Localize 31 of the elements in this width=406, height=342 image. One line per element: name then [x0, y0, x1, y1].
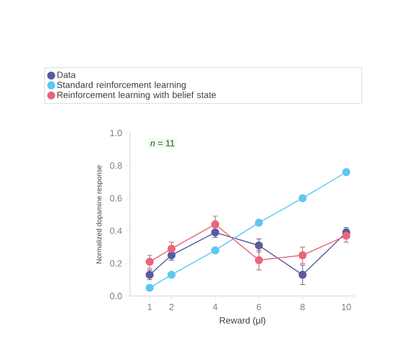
- x-tick-label: 2: [169, 304, 174, 310]
- legend-label: Standard reinforcement learning: [57, 81, 186, 90]
- point: [298, 270, 307, 279]
- point: [254, 218, 263, 227]
- x-tick-label: 1: [148, 304, 152, 310]
- x-axis-title: Reward (μl): [220, 317, 266, 326]
- y-tick-label: 0.8: [110, 162, 122, 169]
- point: [254, 241, 263, 250]
- point: [211, 220, 220, 228]
- y-tick-label: 0.6: [110, 195, 122, 202]
- x-tick-label: 6: [256, 304, 261, 310]
- x-tick-label: 8: [300, 304, 305, 310]
- point: [146, 284, 154, 292]
- point: [146, 258, 154, 266]
- y-tick-label: 1.0: [110, 130, 122, 136]
- point: [168, 270, 176, 279]
- x-tick-label: 10: [342, 304, 351, 310]
- point: [342, 232, 350, 240]
- legend-label: Reinforcement learning with belief state: [57, 91, 216, 100]
- x-tick-label: 4: [212, 304, 218, 310]
- point: [254, 256, 263, 264]
- point: [298, 194, 307, 202]
- point: [342, 168, 350, 176]
- annotation: n = 11: [150, 140, 174, 146]
- point: [211, 246, 220, 254]
- point: [298, 251, 307, 260]
- y-tick-label: 0.4: [110, 228, 122, 234]
- y-tick-label: 0.2: [110, 260, 122, 267]
- point: [168, 244, 176, 253]
- legend-label: Data: [57, 72, 76, 78]
- y-tick-label: 0.0: [110, 292, 122, 300]
